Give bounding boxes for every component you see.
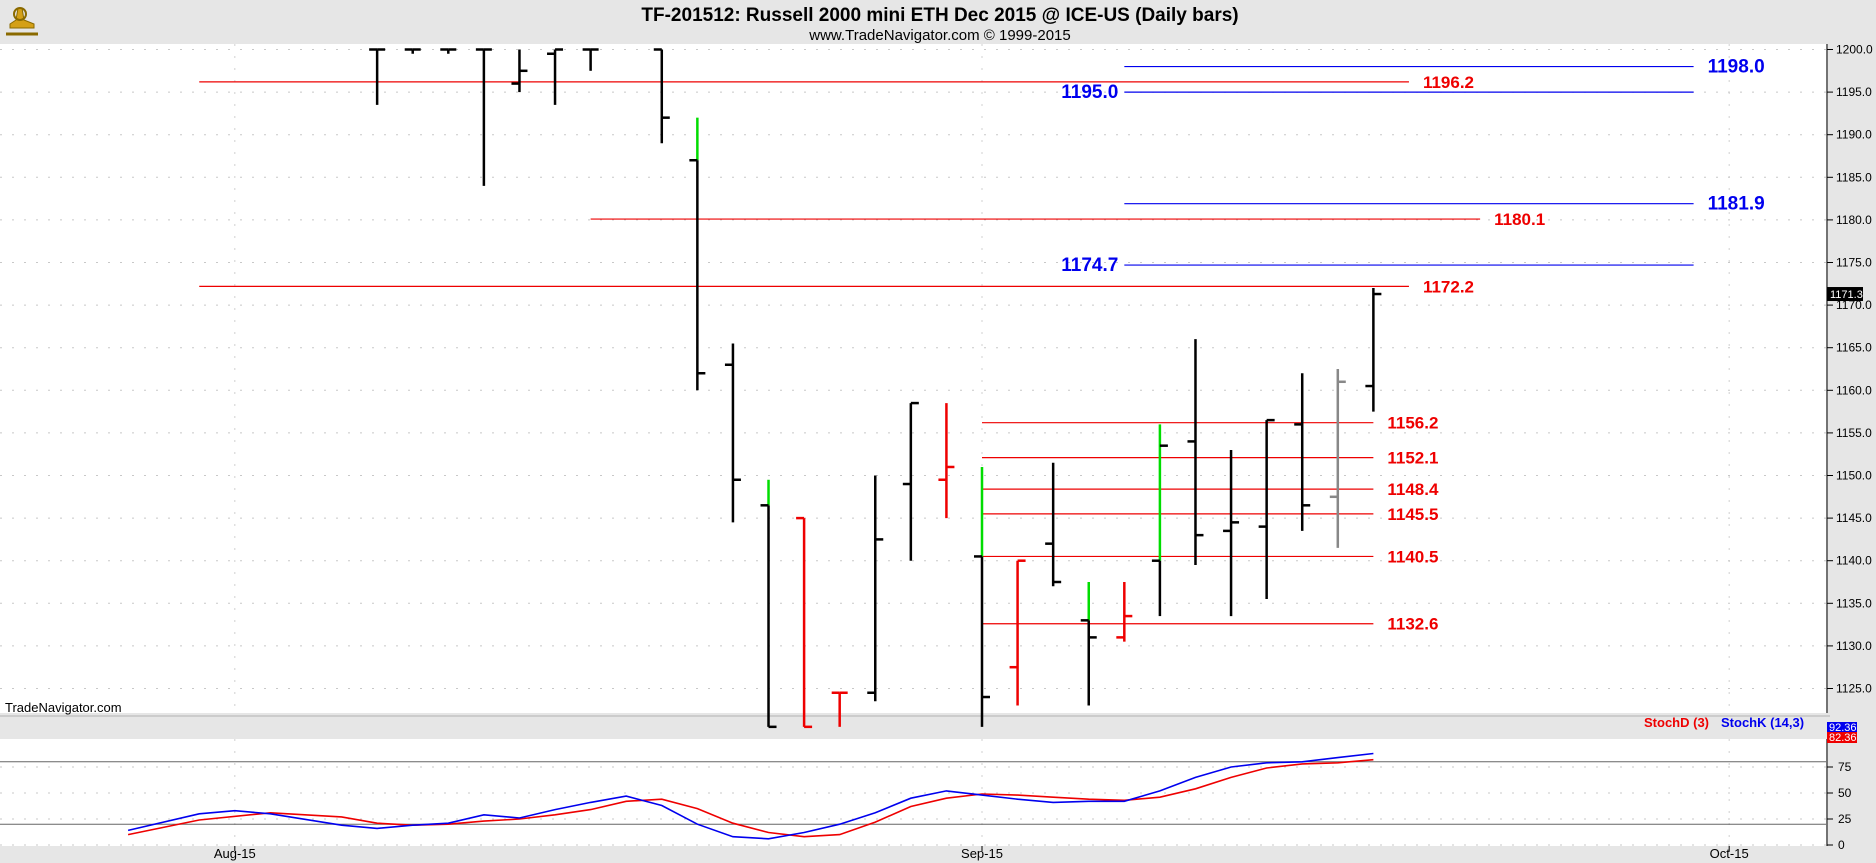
price-tick-label: 1180.0	[1836, 213, 1872, 227]
stoch-k-last-label: 92.36	[1829, 722, 1857, 734]
support-level-label: 1148.4	[1387, 480, 1439, 499]
price-plot-area[interactable]	[0, 44, 1826, 713]
price-tick-label: 1160.0	[1836, 383, 1872, 397]
stoch-tick-label: 75	[1838, 760, 1852, 774]
support-level-label: 1156.2	[1387, 414, 1438, 433]
price-axis: 1125.0 1130.0 1135.0 1140.0 1145.0 1150.0 1155…	[1826, 43, 1873, 713]
grid	[0, 44, 1826, 846]
support-level-label: 1140.5	[1387, 547, 1438, 566]
resistance-level-label: 1181.9	[1708, 194, 1765, 215]
legend-stoch-d: StochD (3)	[1644, 715, 1709, 730]
legend-stoch-k: StochK (14,3)	[1721, 715, 1804, 730]
chart-title: TF-201512: Russell 2000 mini ETH Dec 201…	[641, 5, 1238, 26]
price-tick-label: 1125.0	[1836, 682, 1872, 696]
last-price-marker	[1827, 287, 1863, 302]
price-tick-label: 1140.0	[1836, 554, 1872, 568]
price-tick-label: 1135.0	[1836, 596, 1872, 610]
price-tick-label: 1195.0	[1836, 85, 1872, 99]
price-bars	[369, 48, 1382, 729]
support-level-label: 1180.1	[1494, 210, 1545, 229]
stoch-tick-label: 50	[1838, 786, 1852, 800]
support-level-label: 1132.6	[1387, 615, 1438, 634]
stoch-d-last-label: 82.36	[1829, 732, 1857, 744]
date-tick-label: Sep-15	[961, 846, 1003, 861]
level-lines: 1198.0 1196.2 1195.0 1181.9 1180.1 1174.7 1172…	[199, 57, 1765, 634]
resistance-level-label: 1195.0	[1061, 82, 1118, 103]
watermark-text: TradeNavigator.com	[5, 700, 122, 715]
stoch-tick-label: 25	[1838, 812, 1852, 826]
support-level-label: 1152.1	[1387, 449, 1438, 468]
support-level-label: 1172.2	[1423, 277, 1474, 296]
stochastic-panel: 0 25 50 75	[0, 739, 1852, 852]
price-tick-label: 1165.0	[1836, 341, 1872, 355]
stoch-tick-label: 0	[1838, 838, 1845, 852]
resistance-level-label: 1174.7	[1061, 255, 1118, 276]
price-tick-label: 1155.0	[1836, 426, 1872, 440]
support-level-label: 1196.2	[1423, 73, 1474, 92]
stoch-k-last-marker	[1827, 722, 1857, 733]
resistance-level-label: 1198.0	[1708, 57, 1765, 78]
stoch-k-line	[127, 752, 1374, 840]
last-price-label: 1171.3	[1830, 289, 1863, 301]
price-tick-label: 1175.0	[1836, 256, 1872, 270]
date-axis: Aug-15 Sep-15 Oct-15	[214, 846, 1749, 861]
chart-subtitle: www.TradeNavigator.com © 1999-2015	[808, 27, 1070, 44]
date-tick-label: Aug-15	[214, 846, 256, 861]
price-tick-label: 1170.0	[1836, 298, 1872, 312]
price-tick-label: 1190.0	[1836, 128, 1872, 142]
price-tick-label: 1185.0	[1836, 170, 1872, 184]
trade-navigator-logo	[6, 7, 38, 36]
price-tick-label: 1145.0	[1836, 511, 1872, 525]
price-tick-label: 1150.0	[1836, 469, 1872, 483]
stoch-d-last-marker	[1827, 732, 1857, 743]
price-tick-label: 1200.0	[1836, 43, 1873, 57]
support-level-label: 1145.5	[1387, 505, 1438, 524]
price-tick-label: 1130.0	[1836, 639, 1872, 653]
date-tick-label: Oct-15	[1710, 846, 1749, 861]
